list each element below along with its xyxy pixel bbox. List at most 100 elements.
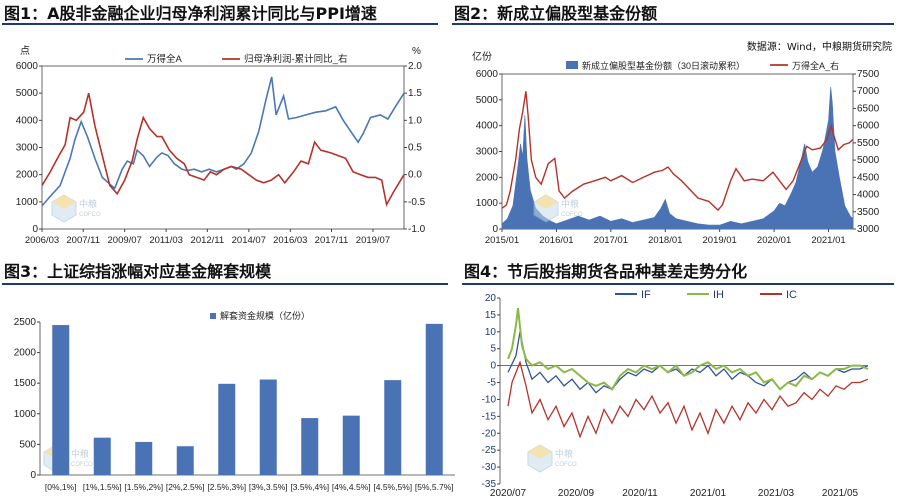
title-rule [462,283,894,285]
watermark-brand: 中粮 [71,448,89,459]
x-tick-label: 2011/03 [149,235,183,246]
y-tick-label: 0 [30,470,36,481]
chart-3: 0 500 1000 1500 2000 2500 中粮 COFCO [0%,1%] [1%,1.… [14,310,455,492]
bar [384,380,402,475]
legend-label: 解套资金规模（亿份） [220,310,310,321]
y-tick-label: -10 [482,394,497,405]
panel-1-title: 图1：A股非金融企业归母净利润累计同比与PPI增速 [4,4,377,23]
legend-label: 万得全A [147,53,183,65]
source-note: 数据源：Wind，中粮期货研究院 [746,42,892,53]
x-tick-label: 2012/11 [191,235,225,246]
x-tick-label: [5%,5.7%] [415,482,454,492]
legend-label: 万得全A_右 [792,60,839,71]
panel-2: 图2：新成立偏股型基金份额 数据源：Wind，中粮期货研究院 0 1000 2000… [450,0,900,250]
watermark-sub: COFCO [555,462,577,468]
x-tick-label: 2020/01 [757,235,791,246]
watermark-brand: 中粮 [555,448,573,459]
y-tick-label: 500 [19,439,36,450]
series-line [501,91,854,212]
panel-1: 图1：A股非金融企业归母净利润累计同比与PPI增速 0 1000 2000 3000 4… [0,0,450,250]
y-tick-label: -20 [482,428,497,439]
legend-label: IH [713,289,724,301]
x-tick-label: [3.5%,4%] [290,482,329,492]
watermark-brand: 中粮 [561,198,579,209]
series-line [507,360,869,439]
cofco-logo-icon [533,194,559,223]
y2-tick-label: 3500 [857,207,880,218]
y2-tick-label: 1.0 [408,115,422,126]
series-line [507,331,869,394]
y-tick-label: 6000 [16,61,39,72]
y-tick-label: 2500 [14,317,37,328]
cofco-logo-icon-top [528,445,552,459]
x-tick-label: 2021/01 [690,488,727,499]
y2-unit-label: % [412,46,421,57]
legend-label: 归母净利润-累计同比_右 [244,53,347,65]
x-tick-label: 2020/07 [490,488,527,499]
chart-1: 0 1000 2000 3000 4000 5000 6000 -1.0 -0.5 0.0 0.5 1… [16,45,426,246]
x-tick-label: [3%,3.5%] [249,482,288,492]
y-tick-label: 2000 [476,172,499,183]
cofco-logo-icon [527,444,553,473]
title-rule [2,283,448,285]
y-tick-label: 15 [485,310,497,321]
y-tick-label: 3000 [476,147,499,158]
bar [259,379,277,475]
legend-label: 新成立偏股型基金份额（30日滚动累积） [582,60,745,71]
cofco-watermark: 中粮 COFCO [51,194,101,223]
chart-2: 0 1000 2000 3000 4000 5000 6000 3000 3500 4000 450… [472,50,880,246]
y2-tick-label: 7000 [857,86,880,97]
y-unit-label: 点 [20,45,30,57]
x-tick-label: 2019/07 [356,235,390,246]
y-tick-label: 2000 [16,170,39,181]
panel-4-title: 图4：节后股指期货各品种基差走势分化 [464,262,748,281]
panel-4: 图4：节后股指期货各品种基差走势分化 -35 -30 -25 -20 -15 -10 -5 0… [460,258,900,501]
bar [218,383,236,475]
y-tick-label: -15 [482,411,497,422]
bar [176,446,194,475]
y-tick-label: 1000 [16,197,39,208]
x-tick-label: 2016/03 [273,235,307,246]
x-tick-label: [2%,2.5%] [166,482,205,492]
cofco-watermark: 中粮 COFCO [533,194,583,223]
x-tick-label: 2006/03 [25,235,59,246]
y2-tick-label: 3000 [857,224,880,235]
y-tick-label: 2000 [14,348,37,359]
y-tick-label: 6000 [476,69,499,80]
cofco-watermark: 中粮 COFCO [527,444,577,473]
x-tick-label: 2020/11 [622,488,658,499]
bar [342,415,360,475]
y-tick-label: -5 [487,378,496,389]
y2-tick-label: 5500 [857,138,880,149]
y2-tick-label: 4500 [857,172,880,183]
bar [135,441,153,475]
legend-label: IC [786,289,797,301]
legend-swatch [566,61,578,69]
y2-tick-label: 6500 [857,103,880,114]
y2-tick-label: 0.0 [408,170,422,181]
y2-tick-label: 6000 [857,121,880,132]
y-unit-label: 亿份 [472,50,492,63]
y-tick-label: 1000 [476,198,499,209]
x-tick-label: 2021/03 [758,488,795,499]
y-tick-label: 5 [490,344,496,355]
x-tick-label: [4%,4.5%] [332,482,371,492]
y-tick-label: 0 [492,224,498,235]
y2-tick-label: 7500 [857,69,880,80]
x-tick-label: 2017/01 [594,235,628,246]
x-tick-label: 2007/11 [66,235,100,246]
x-tick-label: 2016/01 [539,235,573,246]
y-tick-label: 0 [490,361,496,372]
y-tick-label: 1000 [14,409,37,420]
y-tick-label: 1500 [14,378,37,389]
y2-tick-label: 4000 [857,190,880,201]
y-tick-label: -30 [482,462,497,473]
panel-3: 图3：上证综指涨幅对应基金解套规模 0 500 1000 1500 2000 2500 中粮… [0,258,460,501]
watermark-brand: 中粮 [79,198,97,209]
y-tick-label: 3000 [16,143,39,154]
panel-3-title: 图3：上证综指涨幅对应基金解套规模 [4,262,272,281]
legend-label: IF [641,289,651,301]
y2-tick-label: 5000 [857,155,880,166]
x-tick-label: 2009/07 [108,235,142,246]
x-tick-label: 2021/05 [822,488,859,499]
